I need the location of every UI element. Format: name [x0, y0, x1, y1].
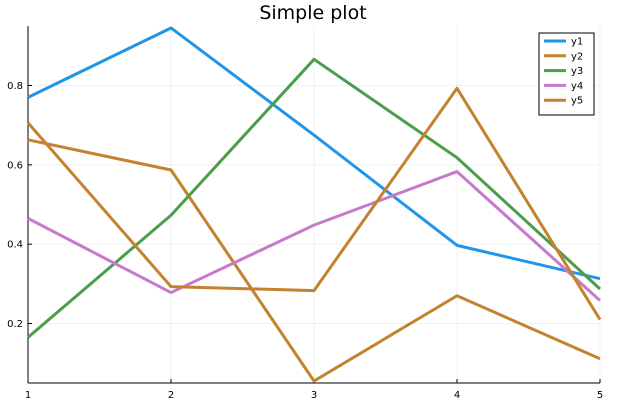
chart-title: Simple plot — [259, 2, 366, 24]
legend-label-y3: y3 — [571, 66, 583, 77]
legend: y1 y2 y3 y4 y5 — [538, 32, 595, 116]
legend-label-y4: y4 — [571, 81, 583, 92]
y-tick-label-3: 0.8 — [7, 81, 23, 92]
y-tick-label-0: 0.2 — [7, 319, 23, 330]
series-line-y3 — [27, 57, 602, 339]
axes: 1 2 3 4 5 0.2 0.4 0.6 0.8 — [7, 26, 603, 401]
x-tick-label-1: 2 — [168, 390, 174, 401]
series-line-y1 — [27, 26, 601, 281]
legend-label-y1: y1 — [571, 37, 583, 48]
series-lines — [26, 26, 602, 383]
x-tick-label-2: 3 — [311, 390, 317, 401]
series-line-y4 — [27, 170, 602, 302]
legend-label-y5: y5 — [571, 96, 583, 107]
x-tick-label-3: 4 — [454, 390, 460, 401]
legend-label-y2: y2 — [571, 51, 583, 62]
grid — [27, 26, 601, 383]
series-line-y2 — [27, 138, 601, 383]
y-tick-label-2: 0.6 — [7, 160, 23, 171]
x-tick-label-4: 5 — [597, 390, 603, 401]
x-tick-label-0: 1 — [25, 390, 31, 401]
series-line-y5 — [26, 86, 602, 321]
legend-box — [538, 32, 595, 116]
y-tick-label-1: 0.4 — [7, 240, 23, 251]
